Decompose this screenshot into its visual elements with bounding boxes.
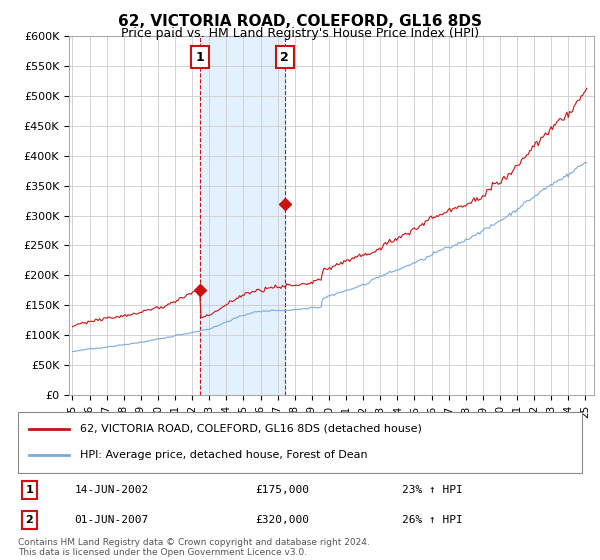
Text: £320,000: £320,000 (255, 515, 309, 525)
Text: 26% ↑ HPI: 26% ↑ HPI (401, 515, 462, 525)
Text: 14-JUN-2002: 14-JUN-2002 (74, 485, 149, 495)
Text: Price paid vs. HM Land Registry's House Price Index (HPI): Price paid vs. HM Land Registry's House … (121, 27, 479, 40)
FancyBboxPatch shape (18, 412, 582, 473)
Text: 23% ↑ HPI: 23% ↑ HPI (401, 485, 462, 495)
Text: HPI: Average price, detached house, Forest of Dean: HPI: Average price, detached house, Fore… (80, 450, 368, 460)
Text: 62, VICTORIA ROAD, COLEFORD, GL16 8DS (detached house): 62, VICTORIA ROAD, COLEFORD, GL16 8DS (d… (80, 424, 422, 434)
Text: 1: 1 (196, 51, 205, 64)
Text: 01-JUN-2007: 01-JUN-2007 (74, 515, 149, 525)
Text: 2: 2 (280, 51, 289, 64)
Text: £175,000: £175,000 (255, 485, 309, 495)
Text: 62, VICTORIA ROAD, COLEFORD, GL16 8DS: 62, VICTORIA ROAD, COLEFORD, GL16 8DS (118, 14, 482, 29)
Text: 1: 1 (25, 485, 33, 495)
Bar (200, 36, 285, 395)
Text: Contains HM Land Registry data © Crown copyright and database right 2024.
This d: Contains HM Land Registry data © Crown c… (18, 538, 370, 557)
Text: 2: 2 (25, 515, 33, 525)
